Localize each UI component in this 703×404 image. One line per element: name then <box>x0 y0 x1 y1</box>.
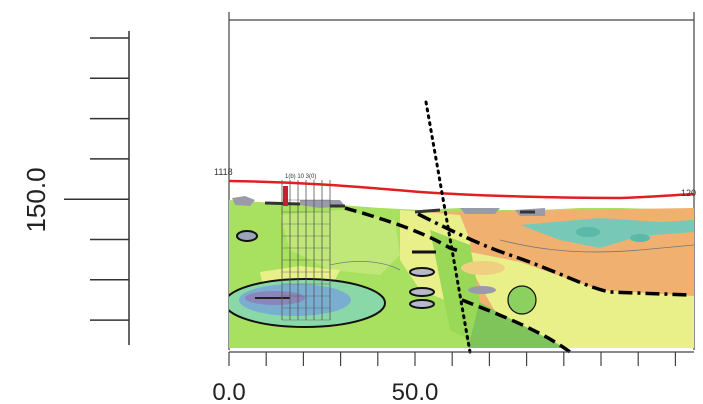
lens-3 <box>409 299 435 309</box>
y-axis-label: 150.0 <box>21 167 51 232</box>
well-labels: 1(b) 10 3(0) <box>285 174 316 180</box>
lens-2 <box>409 287 435 297</box>
teal-spot-1 <box>576 227 600 237</box>
yellow-lens-right <box>461 261 505 275</box>
teal-spot-2 <box>630 234 650 242</box>
teal-patch <box>520 218 694 248</box>
surface-dark-strip <box>264 201 535 214</box>
gray-dot-right <box>468 286 496 294</box>
x-tick-label: 50.0 <box>392 379 439 404</box>
gray-surface-blotches <box>232 196 545 216</box>
subsurface-section <box>229 180 694 348</box>
green-blob-right <box>507 285 537 315</box>
light-green-zone <box>280 210 400 275</box>
elevation-label-left: 1118 <box>214 167 233 177</box>
dark-green-strip <box>450 245 560 348</box>
boundary-dashed-upper <box>344 206 463 254</box>
left-axis-ticks <box>64 37 129 321</box>
elevation-label-right: 120 <box>681 188 696 198</box>
boundary-dashdot-line <box>417 212 691 297</box>
boundary-dashed-lower <box>461 298 572 354</box>
lens-1 <box>409 267 435 277</box>
blob-small-left <box>236 230 258 242</box>
x-tick-label: 0.0 <box>212 379 245 404</box>
green-tongue <box>430 230 480 340</box>
left-y-axis: 150.0 <box>21 31 130 345</box>
surface-line <box>228 179 695 200</box>
x-axis-tick-labels: 0.0 50.0 <box>212 379 438 404</box>
contour-line-2 <box>329 261 401 271</box>
well-marker <box>283 186 288 206</box>
x-axis-minor-ticks <box>228 352 677 366</box>
contour-line-1 <box>499 239 694 253</box>
x-axis: 0.0 50.0 <box>212 351 694 404</box>
